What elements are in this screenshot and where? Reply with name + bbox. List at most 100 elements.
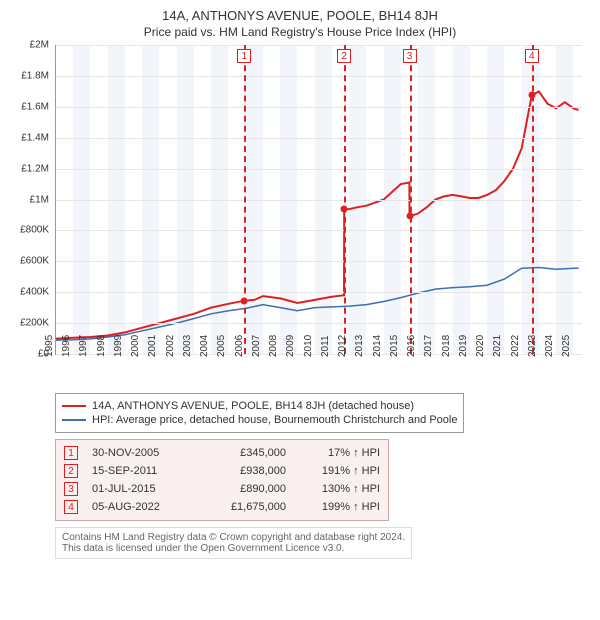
y-tick-label: £600K <box>9 256 49 267</box>
x-axis: 1995199619971998199920002001200220032004… <box>55 355 582 385</box>
x-tick-label: 2018 <box>441 335 452 357</box>
x-tick-label: 2004 <box>199 335 210 357</box>
x-tick-label: 2011 <box>320 335 331 357</box>
x-tick-label: 2003 <box>182 335 193 357</box>
gridline <box>56 45 582 46</box>
gridline <box>56 138 582 139</box>
x-tick-label: 2006 <box>234 335 245 357</box>
price-paid-line <box>56 91 579 338</box>
tx-date: 05-AUG-2022 <box>92 501 192 513</box>
marker-label: 4 <box>525 49 539 63</box>
gridline <box>56 230 582 231</box>
tx-price: £890,000 <box>206 483 286 495</box>
marker-dot <box>241 297 248 304</box>
tx-delta: 17% ↑ HPI <box>300 447 380 459</box>
y-tick-label: £400K <box>9 287 49 298</box>
x-tick-label: 2010 <box>303 335 314 357</box>
tx-marker-ref: 2 <box>64 464 78 478</box>
x-tick-label: 2022 <box>510 335 521 357</box>
marker-line <box>410 45 412 354</box>
x-tick-label: 2017 <box>423 335 434 357</box>
transaction-row: 2 15-SEP-2011 £938,000 191% ↑ HPI <box>64 462 380 480</box>
transaction-row: 3 01-JUL-2015 £890,000 130% ↑ HPI <box>64 480 380 498</box>
tx-marker-ref: 4 <box>64 500 78 514</box>
transaction-row: 4 05-AUG-2022 £1,675,000 199% ↑ HPI <box>64 498 380 516</box>
tx-price: £1,675,000 <box>206 501 286 513</box>
attribution-line-1: Contains HM Land Registry data © Crown c… <box>62 532 405 543</box>
legend-label: HPI: Average price, detached house, Bour… <box>92 414 457 426</box>
legend-row: 14A, ANTHONYS AVENUE, POOLE, BH14 8JH (d… <box>62 400 457 412</box>
chart-subtitle: Price paid vs. HM Land Registry's House … <box>10 25 590 39</box>
x-tick-label: 2008 <box>268 335 279 357</box>
x-tick-label: 2021 <box>492 335 503 357</box>
legend-label: 14A, ANTHONYS AVENUE, POOLE, BH14 8JH (d… <box>92 400 414 412</box>
x-tick-label: 1998 <box>96 335 107 357</box>
y-tick-label: £1.8M <box>9 70 49 81</box>
x-tick-label: 2000 <box>130 335 141 357</box>
legend-swatch <box>62 405 86 407</box>
marker-dot <box>528 92 535 99</box>
y-tick-label: £1.4M <box>9 132 49 143</box>
y-axis: £0£200K£400K£600K£800K£1M£1.2M£1.4M£1.6M… <box>11 45 51 355</box>
x-tick-label: 1999 <box>113 335 124 357</box>
tx-price: £938,000 <box>206 465 286 477</box>
gridline <box>56 200 582 201</box>
attribution-line-2: This data is licensed under the Open Gov… <box>62 543 405 554</box>
attribution: Contains HM Land Registry data © Crown c… <box>55 527 412 559</box>
y-tick-label: £200K <box>9 318 49 329</box>
x-tick-label: 2001 <box>147 335 158 357</box>
x-tick-label: 2007 <box>251 335 262 357</box>
x-tick-label: 2025 <box>561 335 572 357</box>
tx-date: 30-NOV-2005 <box>92 447 192 459</box>
x-tick-label: 2019 <box>458 335 469 357</box>
x-tick-label: 2023 <box>527 335 538 357</box>
x-tick-label: 2020 <box>475 335 486 357</box>
legend: 14A, ANTHONYS AVENUE, POOLE, BH14 8JH (d… <box>55 393 464 433</box>
y-tick-label: £800K <box>9 225 49 236</box>
plot-region: 1 2 3 4 <box>55 45 582 355</box>
tx-marker-ref: 3 <box>64 482 78 496</box>
tx-marker-ref: 1 <box>64 446 78 460</box>
x-tick-label: 2009 <box>285 335 296 357</box>
gridline <box>56 76 582 77</box>
y-tick-label: £1.6M <box>9 101 49 112</box>
marker-dot <box>341 206 348 213</box>
marker-label: 2 <box>337 49 351 63</box>
x-tick-label: 2012 <box>337 335 348 357</box>
chart-title: 14A, ANTHONYS AVENUE, POOLE, BH14 8JH <box>10 8 590 23</box>
marker-line <box>244 45 246 354</box>
tx-price: £345,000 <box>206 447 286 459</box>
gridline <box>56 261 582 262</box>
tx-date: 01-JUL-2015 <box>92 483 192 495</box>
gridline <box>56 107 582 108</box>
gridline <box>56 169 582 170</box>
marker-dot <box>406 213 413 220</box>
x-tick-label: 1995 <box>44 335 55 357</box>
gridline <box>56 292 582 293</box>
x-tick-label: 2016 <box>406 335 417 357</box>
transaction-row: 1 30-NOV-2005 £345,000 17% ↑ HPI <box>64 444 380 462</box>
x-tick-label: 1997 <box>78 335 89 357</box>
x-tick-label: 1996 <box>61 335 72 357</box>
x-tick-label: 2024 <box>544 335 555 357</box>
marker-label: 3 <box>403 49 417 63</box>
tx-delta: 199% ↑ HPI <box>300 501 380 513</box>
y-tick-label: £1.2M <box>9 163 49 174</box>
chart-area: £0£200K£400K£600K£800K£1M£1.2M£1.4M£1.6M… <box>55 45 582 385</box>
y-tick-label: £1M <box>9 194 49 205</box>
gridline <box>56 323 582 324</box>
x-tick-label: 2014 <box>372 335 383 357</box>
x-tick-label: 2005 <box>216 335 227 357</box>
marker-label: 1 <box>237 49 251 63</box>
x-tick-label: 2002 <box>165 335 176 357</box>
transactions-table: 1 30-NOV-2005 £345,000 17% ↑ HPI 2 15-SEP-201… <box>55 439 389 521</box>
tx-date: 15-SEP-2011 <box>92 465 192 477</box>
marker-line <box>344 45 346 354</box>
legend-row: HPI: Average price, detached house, Bour… <box>62 414 457 426</box>
tx-delta: 191% ↑ HPI <box>300 465 380 477</box>
x-tick-label: 2013 <box>354 335 365 357</box>
tx-delta: 130% ↑ HPI <box>300 483 380 495</box>
legend-swatch <box>62 419 86 421</box>
x-tick-label: 2015 <box>389 335 400 357</box>
y-tick-label: £2M <box>9 40 49 51</box>
